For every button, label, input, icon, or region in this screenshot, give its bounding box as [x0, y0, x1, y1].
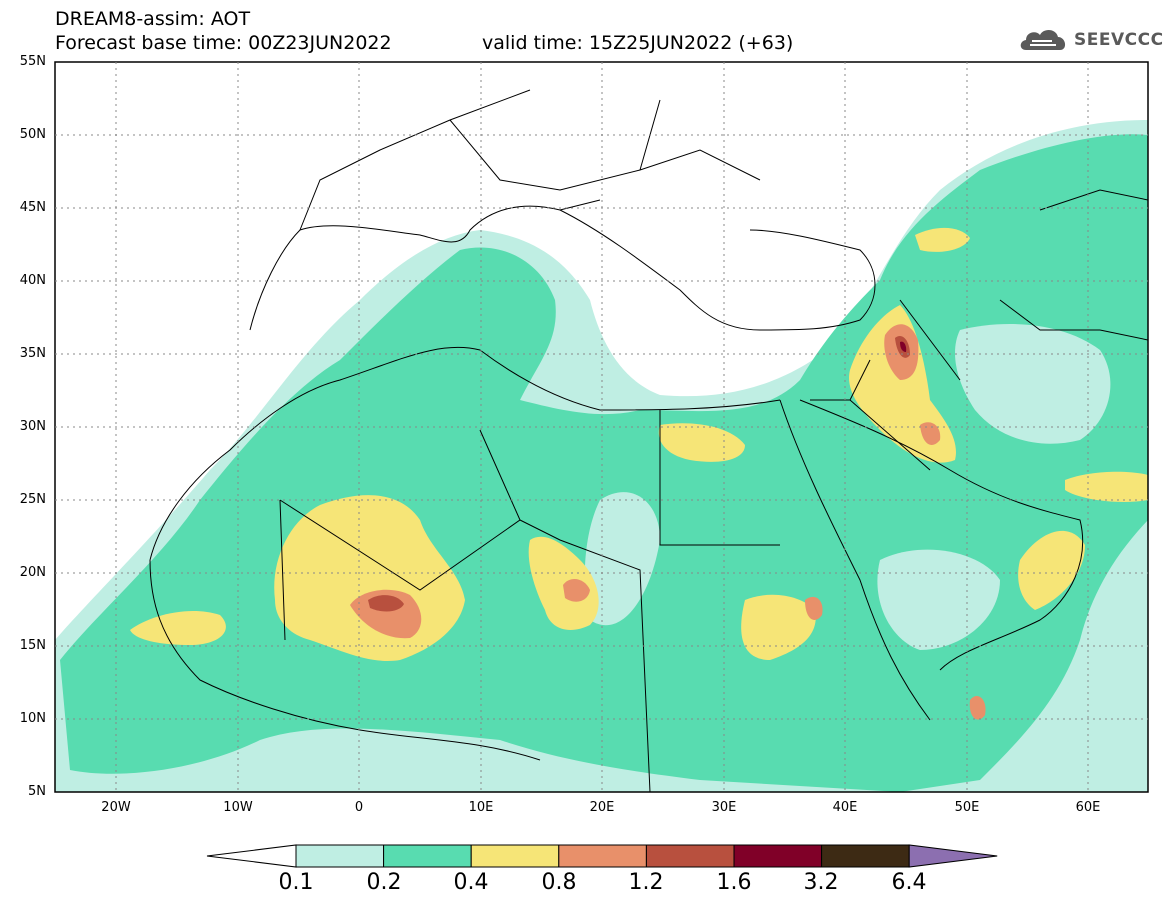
colorbar-label: 0.1 — [278, 870, 314, 895]
aot-contour-0.4-gulf — [1065, 471, 1148, 502]
colorbar-label: 0.8 — [541, 870, 577, 895]
aot-contour-0.8-ethiopia — [805, 596, 823, 620]
aot-contour-0.8-somalia — [969, 695, 986, 720]
aot-contour-1.2-niger — [368, 595, 404, 612]
borders-sahara — [279, 410, 780, 792]
lat-label: 30N — [19, 419, 46, 434]
borders-europe — [299, 89, 761, 231]
aot-contour-1.6-iraq — [900, 341, 907, 352]
lon-label: 10W — [223, 800, 253, 815]
borders-middle-east — [810, 299, 961, 471]
coastline-north-africa — [149, 346, 781, 561]
colorbar-label: 1.2 — [628, 870, 664, 895]
colorbar-label: 0.2 — [366, 870, 402, 895]
map-gridlines — [55, 62, 1148, 792]
colorbar — [206, 844, 998, 868]
aot-clear-east-africa — [877, 549, 1000, 650]
lon-label: 40E — [832, 800, 858, 815]
lat-label: 55N — [19, 54, 46, 69]
colorbar-swatch — [295, 844, 385, 868]
lon-label: 50E — [954, 800, 980, 815]
colorbar-label: 3.2 — [803, 870, 839, 895]
lat-label: 35N — [19, 346, 46, 361]
aot-contour-0.8-tchad — [563, 578, 590, 602]
lon-label: 10E — [468, 800, 494, 815]
lat-label: 15N — [19, 638, 46, 653]
lat-label: 45N — [19, 200, 46, 215]
colorbar-under-triangle — [206, 844, 297, 868]
lon-label: 20W — [101, 800, 131, 815]
forecast-base-time: Forecast base time: 00Z23JUN2022 — [55, 32, 392, 54]
colorbar-swatch — [383, 844, 472, 868]
aot-contour-0.4-west — [130, 610, 226, 645]
lat-label: 5N — [28, 784, 46, 799]
valid-time: valid time: 15Z25JUN2022 (+63) — [482, 32, 794, 54]
coastline-europe — [249, 205, 876, 331]
colorbar-swatch — [470, 844, 560, 868]
lat-label: 40N — [19, 273, 46, 288]
logo-text: SEEVCCC — [1074, 30, 1164, 50]
colorbar-swatch — [733, 844, 823, 868]
aot-contour-0.4-egypt — [658, 423, 745, 462]
colorbar-label: 6.4 — [891, 870, 927, 895]
lat-label: 10N — [19, 711, 46, 726]
lat-label: 50N — [19, 127, 46, 142]
coastline-red-sea — [779, 399, 931, 721]
aot-contour-0.8-kuwait — [920, 422, 941, 445]
lon-label: 20E — [589, 800, 615, 815]
cloud-icon — [1020, 29, 1066, 50]
aot-contour-0.4-tchad — [528, 536, 599, 630]
borders-asia — [999, 189, 1148, 341]
lon-label: 0 — [354, 800, 364, 815]
aot-contour-0.4-oman — [1018, 530, 1085, 610]
colorbar-swatch — [821, 844, 910, 868]
lat-label: 20N — [19, 565, 46, 580]
coastline-west-africa — [149, 559, 541, 761]
colorbar-label: 0.4 — [453, 870, 489, 895]
aot-contour-0.8-niger — [350, 589, 422, 639]
map-title: DREAM8-assim: AOT — [55, 8, 251, 30]
coastline-arabia — [799, 399, 1084, 671]
lon-label: 30E — [711, 800, 737, 815]
colorbar-over-triangle — [908, 844, 998, 868]
lon-label: 60E — [1075, 800, 1101, 815]
seevccc-logo: SEEVCCC — [1018, 26, 1164, 54]
aot-contour-0.4-caspian — [915, 227, 970, 252]
aot-clear-arabia — [955, 324, 1111, 444]
colorbar-swatch — [645, 844, 735, 868]
colorbar-label: 1.6 — [716, 870, 752, 895]
lat-label: 25N — [19, 492, 46, 507]
colorbar-swatch — [558, 844, 647, 868]
aot-contour-0.4-sudan — [741, 594, 816, 660]
